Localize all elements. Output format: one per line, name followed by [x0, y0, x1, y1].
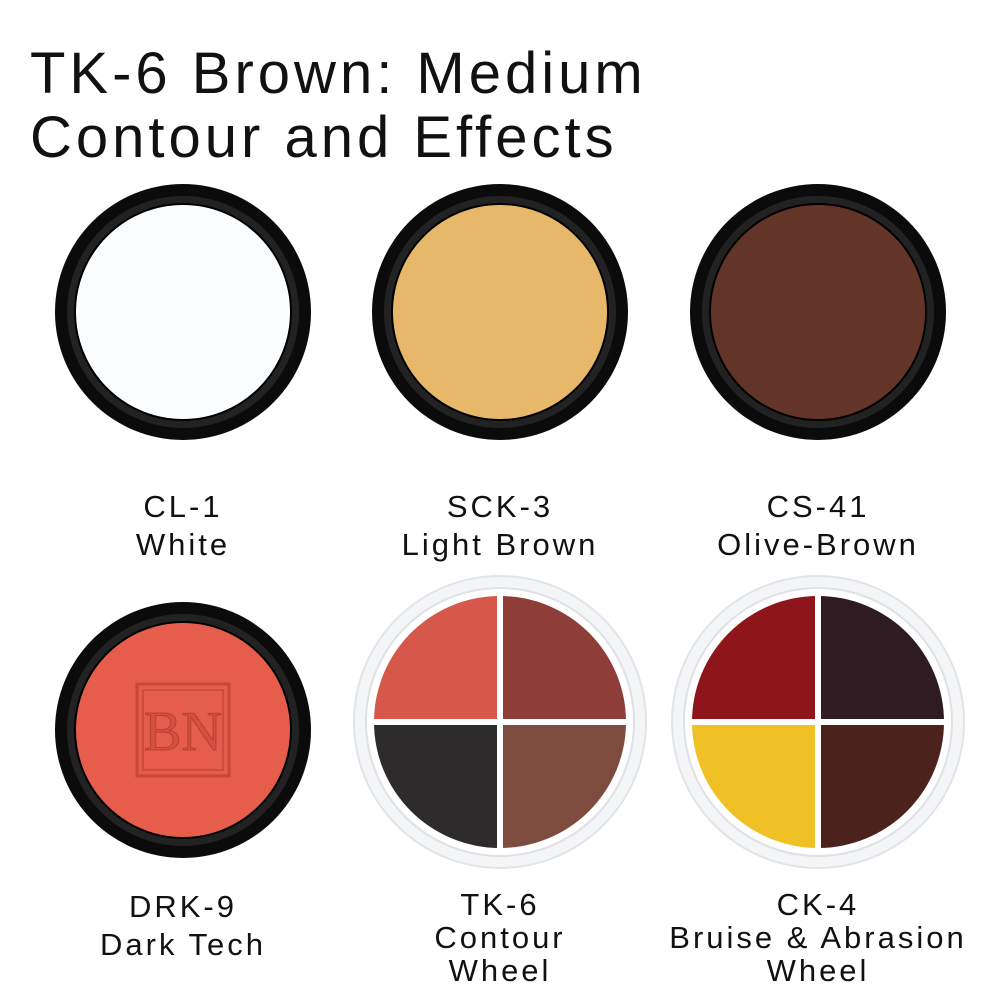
- product-label: CL-1 White: [3, 488, 363, 564]
- brand-logo: [135, 682, 231, 778]
- product-name: White: [135, 527, 231, 562]
- pot-color: [709, 203, 927, 421]
- pot-color: [74, 621, 292, 839]
- product-label: CK-4 Bruise & Abrasion Wheel: [638, 888, 998, 987]
- page-title: TK-6 Brown: Medium Contour and Effects: [30, 42, 647, 170]
- product-name: Dark Tech: [100, 927, 266, 962]
- color-wheel: [671, 575, 965, 869]
- wheel-rim: [683, 587, 953, 857]
- pot-color: [74, 203, 292, 421]
- brand-logo-inner: [142, 689, 224, 771]
- makeup-pot: [690, 184, 946, 440]
- product-code: CK-4: [776, 887, 860, 922]
- makeup-pot: BN: [55, 602, 311, 858]
- makeup-pot: [55, 184, 311, 440]
- brand-logo-text: BN: [144, 701, 222, 763]
- title-line-2: Contour and Effects: [30, 105, 618, 170]
- title-line-1: TK-6 Brown: Medium: [30, 41, 647, 106]
- product-code: CS-41: [766, 489, 870, 524]
- product-name: Contour: [434, 920, 566, 955]
- product-name: Wheel: [766, 953, 870, 988]
- pot-color: [391, 203, 609, 421]
- product-name: Light Brown: [401, 527, 599, 562]
- product-label: DRK-9 Dark Tech: [3, 888, 363, 964]
- color-wheel: [353, 575, 647, 869]
- product-code: DRK-9: [128, 889, 237, 924]
- product-name: Wheel: [448, 953, 552, 988]
- product-code: SCK-3: [446, 489, 554, 524]
- product-name: Bruise & Abrasion: [669, 920, 967, 955]
- product-label: TK-6 Contour Wheel: [320, 888, 680, 987]
- product-code: CL-1: [143, 489, 223, 524]
- product-label: CS-41 Olive-Brown: [638, 488, 998, 564]
- product-label: SCK-3 Light Brown: [320, 488, 680, 564]
- makeup-pot: [372, 184, 628, 440]
- product-name: Olive-Brown: [717, 527, 919, 562]
- product-code: TK-6: [460, 887, 540, 922]
- wheel-rim: [365, 587, 635, 857]
